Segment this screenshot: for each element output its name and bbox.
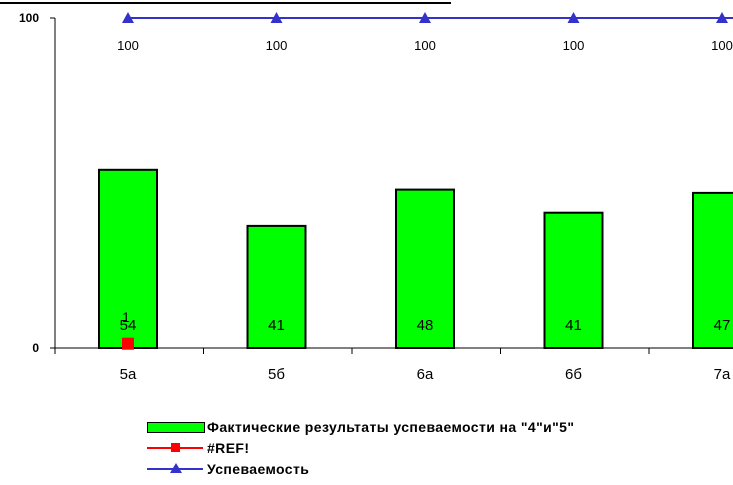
legend-item-ref: #REF! [147,437,574,458]
x-tick-label-5б: 5б [268,366,285,383]
legend-item-bars: Фактические результаты успеваемости на "… [147,416,574,437]
x-tick-label-6а: 6а [417,366,434,383]
ref-data-label-5а: 1 [122,309,130,325]
bar-data-label-7а: 47 [714,317,731,334]
bar-data-label-5а: 54 [120,317,137,334]
uspevaemost-data-label-5б: 100 [266,38,288,53]
uspevaemost-data-label-6а: 100 [414,38,436,53]
y-tick-label-0: 0 [32,341,39,355]
bar-data-label-5б: 41 [268,317,285,334]
bar-7а [692,191,733,349]
uspevaemost-marker-5а [122,12,134,23]
legend: Фактические результаты успеваемости на "… [147,416,574,479]
legend-label-bars: Фактические результаты успеваемости на "… [207,418,575,435]
ref-marker-5а [122,337,134,350]
uspevaemost-marker-7а [716,12,728,23]
legend-label-uspevaemost: Успеваемость [207,460,310,477]
legend-uspevaemost-swatch [147,461,205,477]
uspevaemost-marker-6а [419,12,431,23]
uspevaemost-data-label-6б: 100 [563,38,585,53]
legend-label-ref: #REF! [207,439,250,456]
uspevaemost-marker-5б [270,12,283,23]
x-tick-label-6б: 6б [565,366,582,383]
x-tick-label-7а: 7а [714,366,731,383]
legend-bar-swatch [147,419,205,435]
bar-data-label-6а: 48 [417,317,434,334]
legend-item-uspevaemost: Успеваемость [147,458,574,479]
y-tick-label-100: 100 [19,11,39,25]
bar-data-label-6б: 41 [565,317,582,334]
bar-5б [246,224,307,349]
uspevaemost-marker-6б [567,12,580,23]
uspevaemost-data-label-7а: 100 [711,38,733,53]
uspevaemost-data-label-5а: 100 [117,38,139,53]
legend-ref-swatch [147,440,205,456]
x-tick-label-5а: 5а [120,366,137,383]
